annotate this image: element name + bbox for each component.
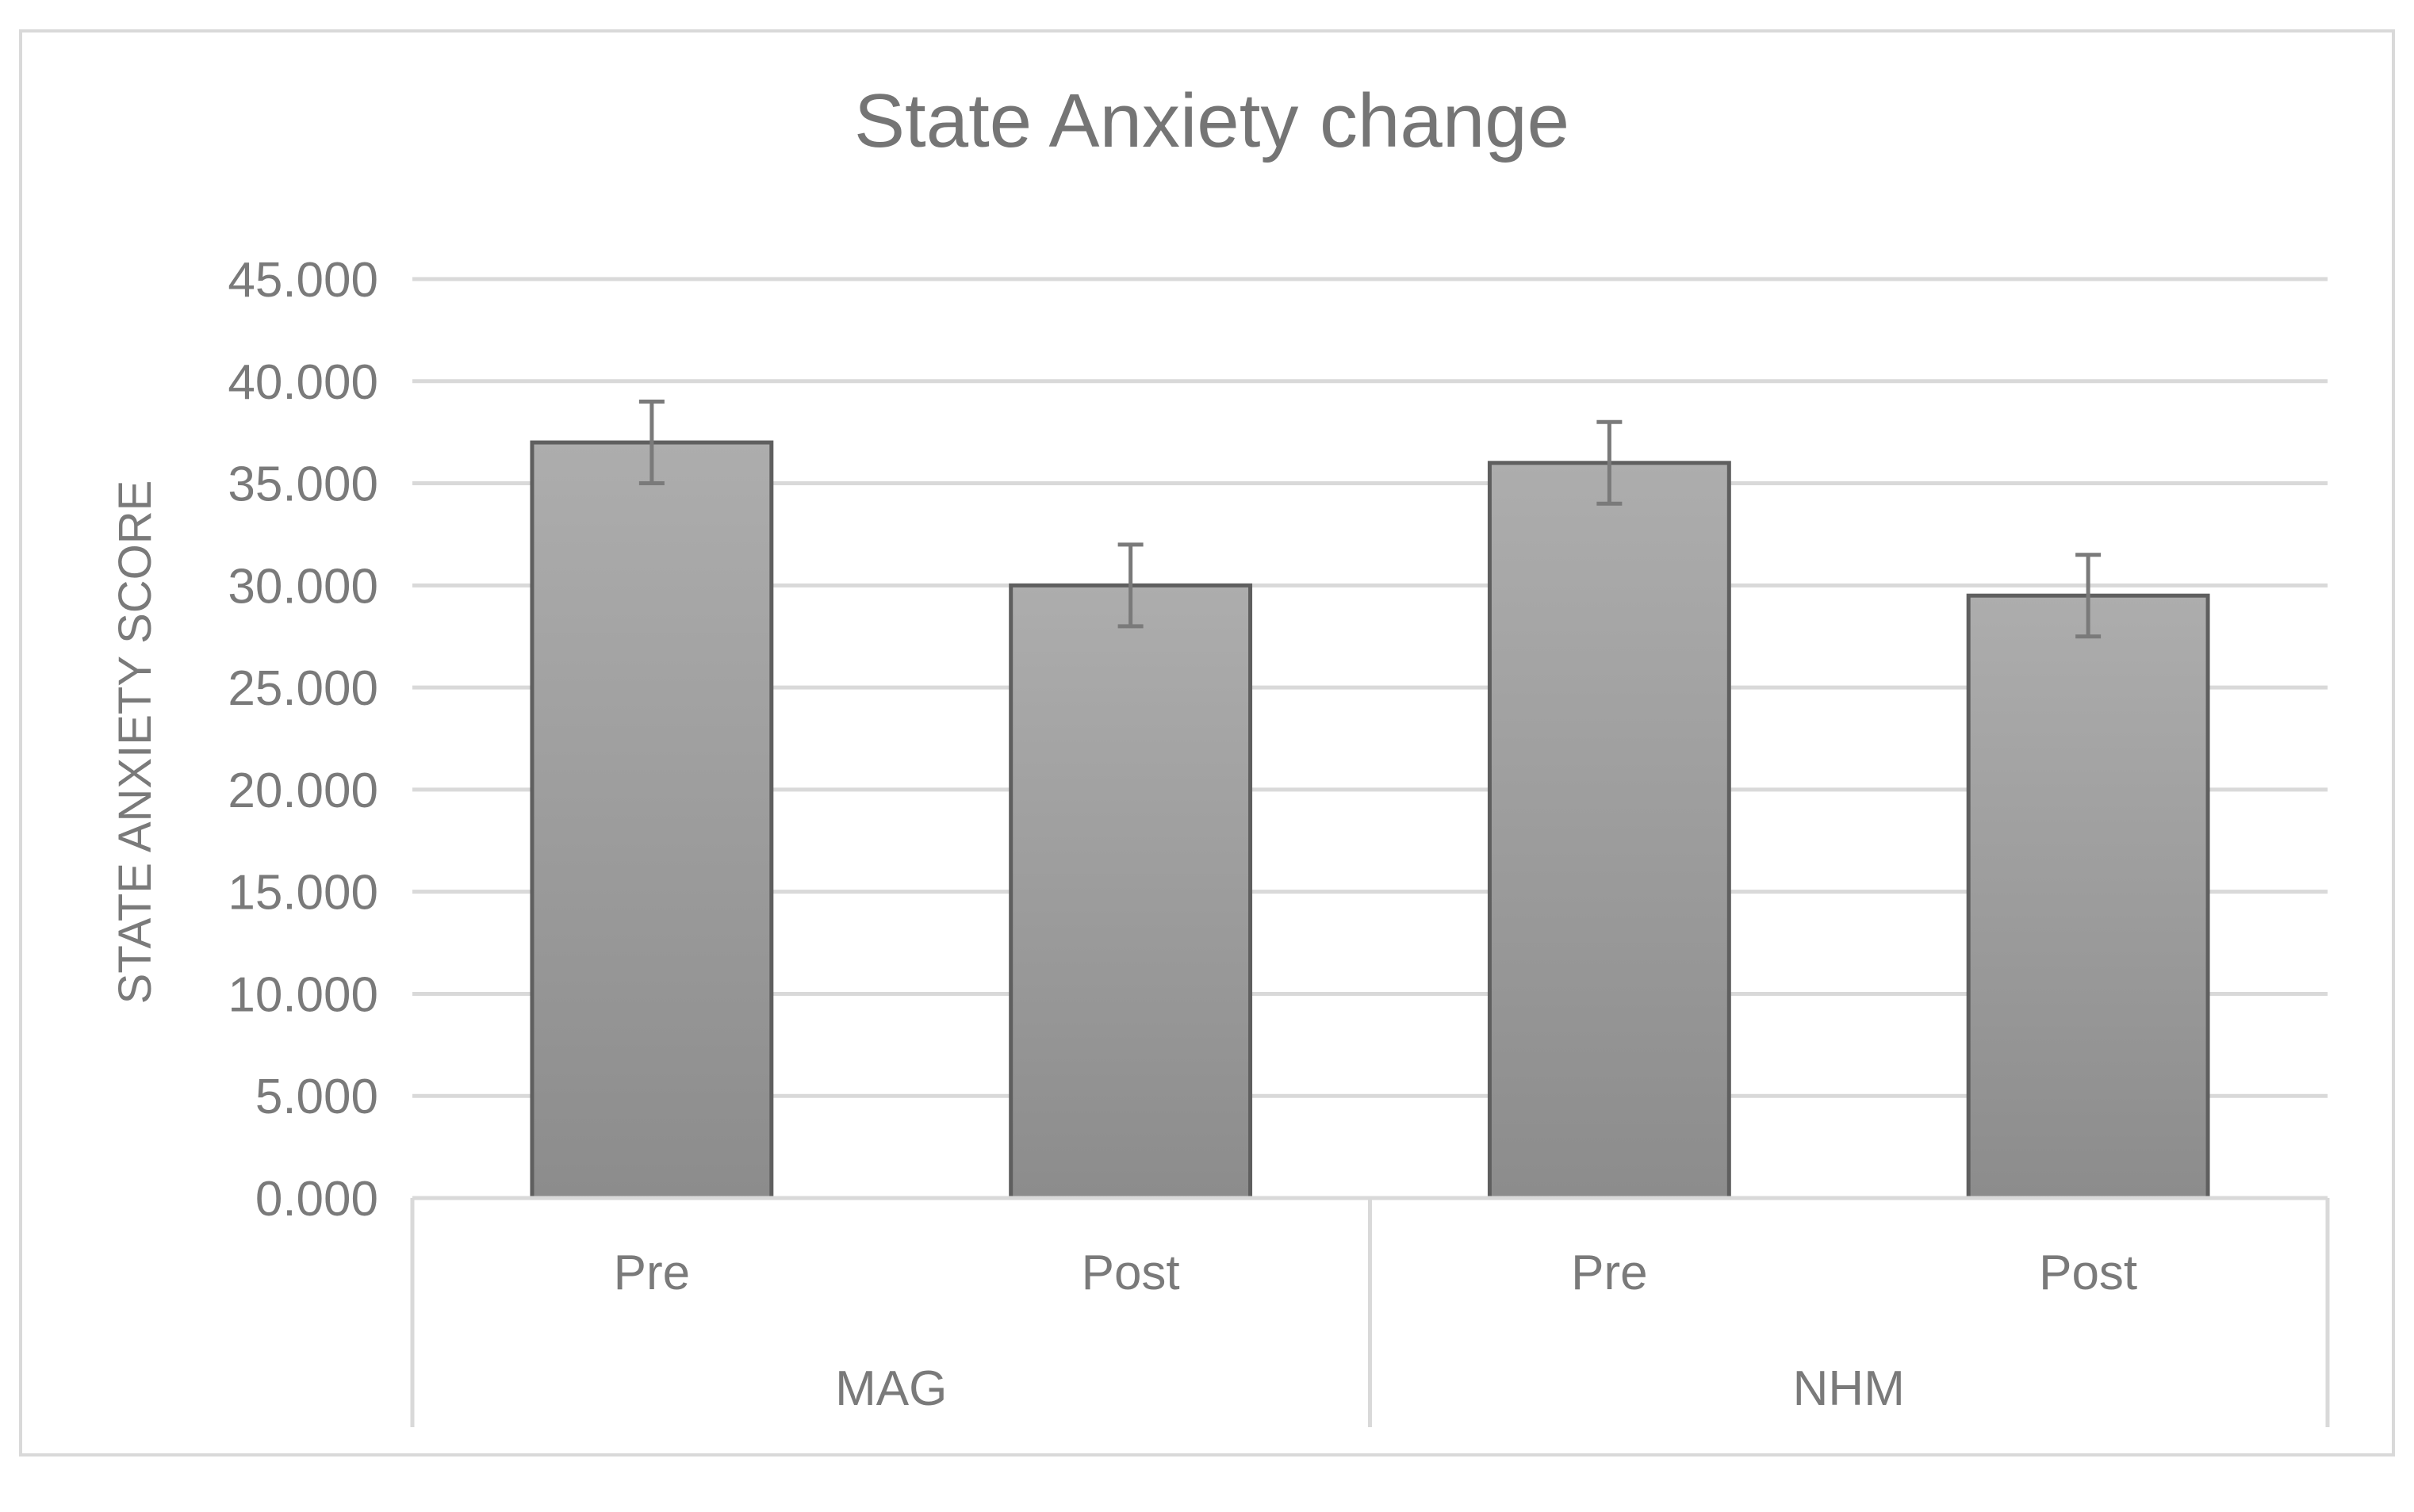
bar-layer bbox=[530, 440, 2210, 1200]
x-category-label: Post bbox=[1082, 1246, 1180, 1300]
y-tick-label: 35.000 bbox=[228, 457, 378, 512]
x-axis-layer: Pre Post Pre Post MAG NHM bbox=[410, 1196, 2330, 1427]
chart-title: State Anxiety change bbox=[854, 78, 1569, 163]
chart-svg: State Anxiety change STATE ANXIETY SCORE… bbox=[109, 78, 2330, 1427]
y-tick-label: 15.000 bbox=[228, 866, 378, 921]
error-bar-layer bbox=[638, 400, 2102, 639]
bar bbox=[1487, 461, 1731, 1200]
x-group-label: MAG bbox=[835, 1361, 947, 1416]
y-tick-label: 20.000 bbox=[228, 764, 378, 818]
y-tick-label: 40.000 bbox=[228, 355, 378, 410]
x-category-label: Post bbox=[2039, 1246, 2137, 1300]
x-group-label: NHM bbox=[1793, 1361, 1905, 1416]
x-category-label: Pre bbox=[1571, 1246, 1647, 1300]
y-tick-label: 30.000 bbox=[228, 559, 378, 614]
bar bbox=[530, 440, 774, 1200]
y-tick-label: 5.000 bbox=[255, 1070, 378, 1124]
y-tick-label: 25.000 bbox=[228, 661, 378, 716]
y-tick-label: 0.000 bbox=[255, 1172, 378, 1227]
chart-frame: State Anxiety change STATE ANXIETY SCORE… bbox=[19, 29, 2395, 1456]
y-axis-label: STATE ANXIETY SCORE bbox=[109, 480, 161, 1005]
bar bbox=[1009, 583, 1253, 1200]
bar bbox=[1966, 593, 2210, 1200]
x-category-label: Pre bbox=[614, 1246, 690, 1300]
y-tick-label: 10.000 bbox=[228, 967, 378, 1022]
y-tick-label: 45.000 bbox=[228, 253, 378, 308]
y-tick-labels: 0.000 5.000 10.000 15.000 20.000 25.000 30.000… bbox=[228, 253, 378, 1227]
